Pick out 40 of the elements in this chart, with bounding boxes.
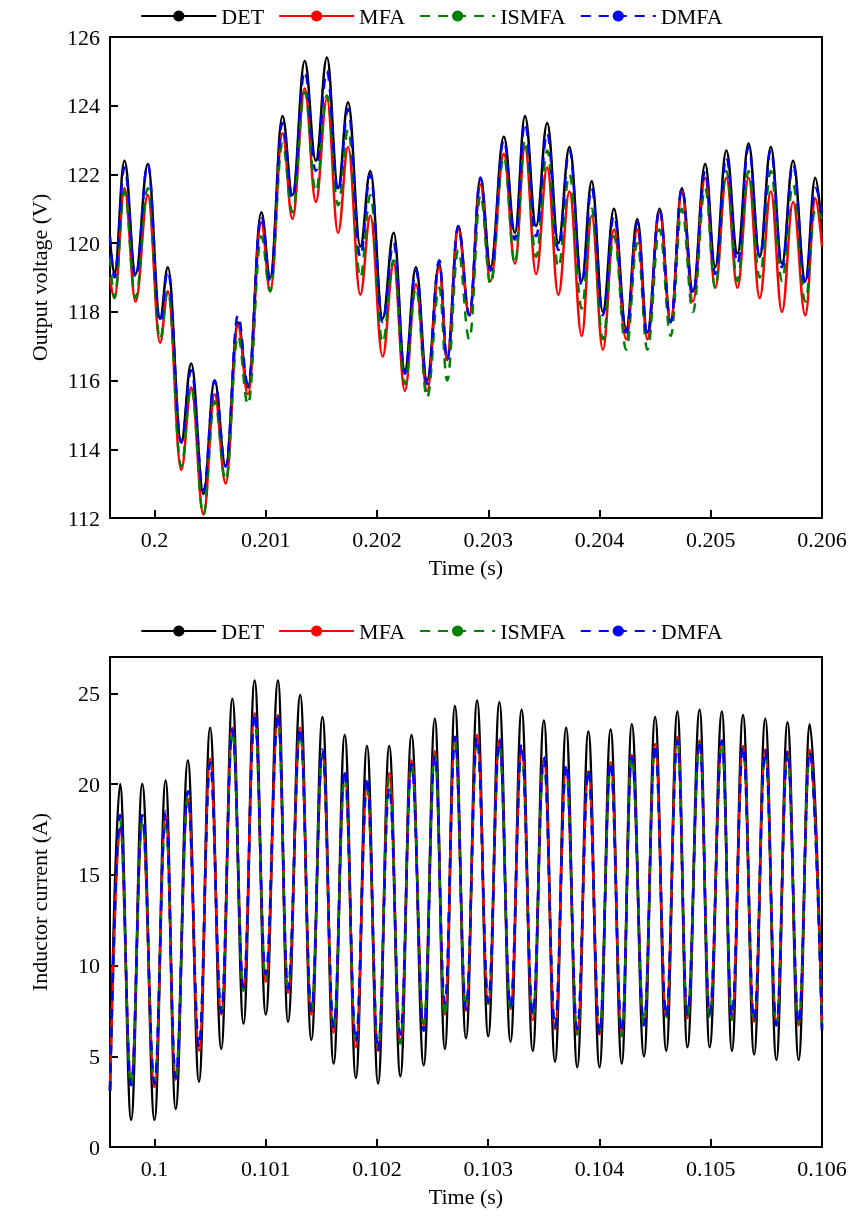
x-tick-label: 0.205 (686, 526, 736, 552)
y-tick-label: 10 (78, 953, 100, 979)
y-tick-label: 112 (67, 505, 100, 531)
x-tick-label: 0.106 (797, 1155, 847, 1181)
legend-label: ISMFA (500, 618, 566, 644)
x-tick-label: 0.201 (241, 526, 291, 552)
legend-label: DET (221, 618, 265, 644)
x-tick-label: 0.104 (574, 1155, 625, 1181)
x-tick-label: 0.1 (140, 1155, 169, 1181)
y-axis-title: Output voltage (V) (26, 193, 52, 362)
y-tick-label: 15 (78, 862, 100, 888)
legend-label: DMFA (660, 618, 723, 644)
y-tick-label: 120 (67, 230, 100, 256)
legend-label: DET (221, 3, 265, 29)
x-tick-label: 0.103 (463, 1155, 513, 1181)
y-tick-label: 126 (67, 24, 100, 50)
y-tick-label: 118 (67, 299, 100, 325)
legend-label: MFA (359, 3, 406, 29)
y-tick-label: 122 (67, 161, 100, 187)
x-tick-label: 0.101 (241, 1155, 291, 1181)
x-axis-title: Time (s) (428, 554, 504, 580)
x-tick-label: 0.204 (574, 526, 625, 552)
x-tick-label: 0.2 (140, 526, 169, 552)
y-tick-label: 20 (78, 771, 100, 797)
legend-label: MFA (359, 618, 406, 644)
x-tick-label: 0.102 (352, 1155, 402, 1181)
legend-label: ISMFA (500, 3, 566, 29)
y-axis-title: Inductor current (A) (26, 812, 52, 992)
x-tick-label: 0.203 (463, 526, 513, 552)
y-tick-label: 5 (89, 1043, 100, 1069)
legend-label: DMFA (660, 3, 723, 29)
y-tick-label: 124 (67, 93, 100, 119)
y-tick-label: 25 (78, 680, 100, 706)
y-tick-label: 116 (67, 368, 100, 394)
x-tick-label: 0.206 (797, 526, 847, 552)
x-tick-label: 0.105 (686, 1155, 736, 1181)
y-tick-label: 0 (89, 1134, 100, 1160)
x-axis-title: Time (s) (428, 1183, 504, 1209)
x-tick-label: 0.202 (352, 526, 402, 552)
y-tick-label: 114 (67, 436, 100, 462)
